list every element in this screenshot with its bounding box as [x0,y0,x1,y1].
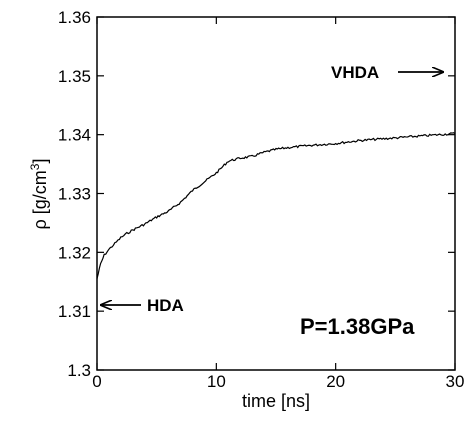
x-tick-label: 20 [326,372,345,391]
y-axis-label: ρ [g/cm3] [28,159,50,230]
vhda-annotation: VHDA [331,63,379,82]
x-axis-label: time [ns] [242,391,310,411]
y-tick-label: 1.32 [58,243,91,262]
y-tick-label: 1.36 [58,8,91,27]
y-tick-label: 1.31 [58,302,91,321]
x-tick-label: 30 [446,372,465,391]
y-tick-label: 1.35 [58,67,91,86]
density-series-line [96,132,456,279]
y-axis-ticks: 1.3 1.31 1.32 1.33 1.34 1.35 1.36 [58,8,455,380]
y-axis-label-superscript: 3 [28,163,42,170]
y-tick-label: 1.3 [67,361,91,380]
y-axis-label-main: ρ [g/cm [30,170,50,229]
y-tick-label: 1.33 [58,185,91,204]
x-tick-label: 0 [92,372,101,391]
pressure-annotation: P=1.38GPa [300,314,415,339]
x-axis-ticks: 0 10 20 30 [92,17,464,391]
x-tick-label: 10 [207,372,226,391]
y-tick-label: 1.34 [58,126,91,145]
y-axis-label-close: ] [30,159,50,164]
hda-annotation: HDA [147,296,184,315]
